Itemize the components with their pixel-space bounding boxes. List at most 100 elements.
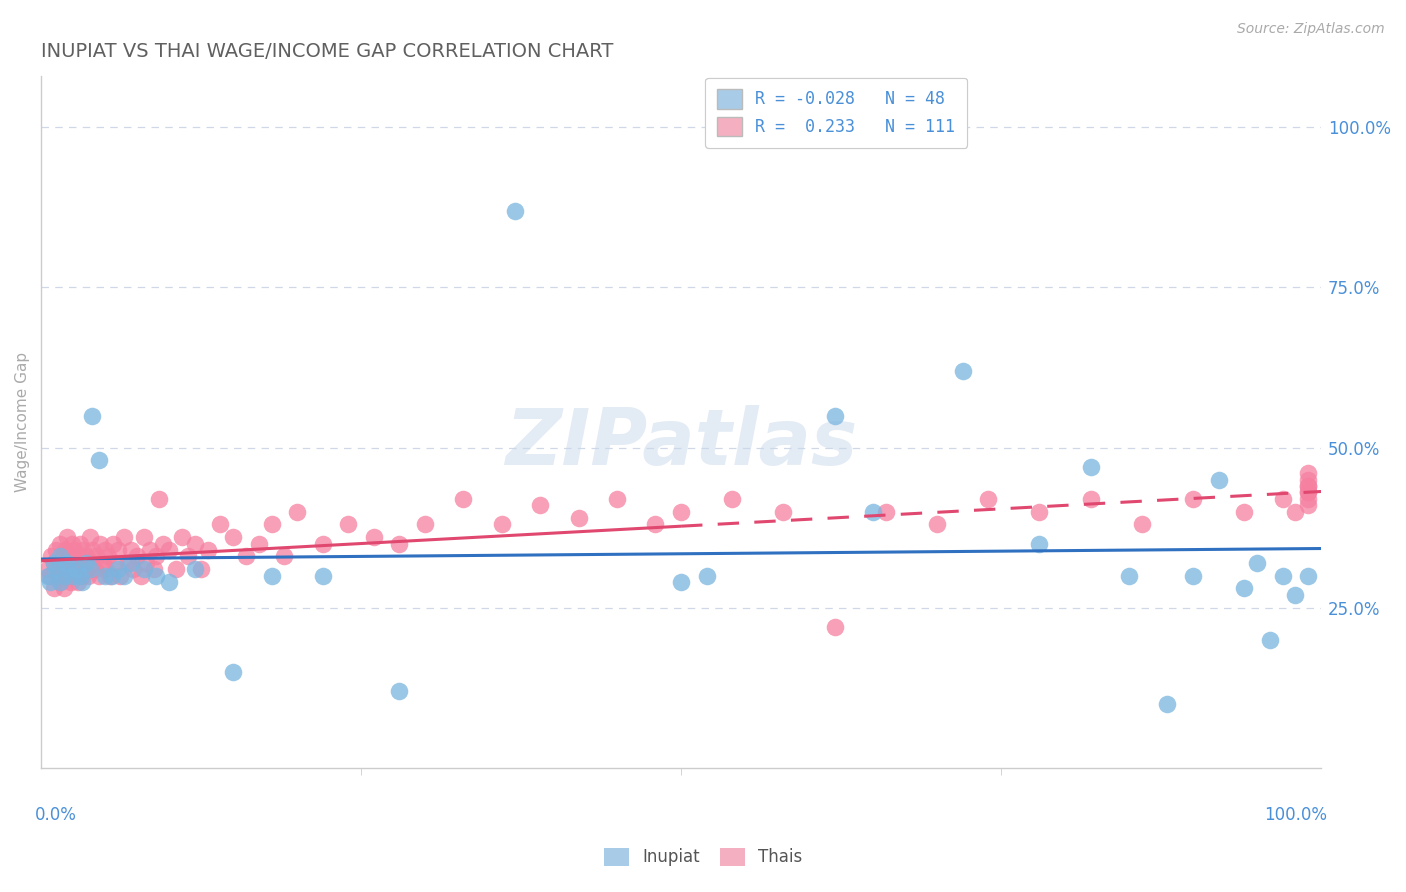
Point [824,620,846,634]
Point [1233,582,1256,596]
Point [55,530,77,544]
Point [1284,588,1306,602]
Point [107,543,129,558]
Point [190,562,212,576]
Point [77,568,100,582]
Point [529,498,551,512]
Point [1296,479,1319,493]
Point [94,568,117,582]
Point [1271,491,1294,506]
Point [55,568,77,582]
Point [67,574,90,589]
Point [183,562,205,576]
Point [66,562,89,576]
Point [49,556,72,570]
Point [39,574,62,589]
Point [70,568,93,582]
Point [46,568,69,582]
Point [209,517,232,532]
Point [75,556,97,570]
Point [260,517,283,532]
Point [49,574,72,589]
Point [1080,459,1102,474]
Text: Source: ZipAtlas.com: Source: ZipAtlas.com [1237,22,1385,37]
Point [70,574,93,589]
Point [388,684,411,698]
Point [312,568,335,582]
Point [60,536,83,550]
Point [157,543,180,558]
Point [87,568,110,582]
Point [120,556,142,570]
Point [39,568,62,582]
Text: ZIPatlas: ZIPatlas [505,405,858,481]
Point [413,517,436,532]
Point [100,568,122,582]
Point [49,536,72,550]
Point [42,556,65,570]
Point [87,453,110,467]
Point [148,491,170,506]
Point [1296,485,1319,500]
Point [337,517,360,532]
Point [862,505,884,519]
Point [1296,485,1319,500]
Point [45,562,67,576]
Point [145,549,167,564]
Y-axis label: Wage/Income Gap: Wage/Income Gap [15,351,30,492]
Point [84,549,107,564]
Point [1296,491,1319,506]
Point [247,536,270,550]
Point [977,491,1000,506]
Point [65,562,87,576]
Point [112,568,135,582]
Point [696,568,718,582]
Point [66,549,89,564]
Point [1182,568,1205,582]
Point [925,517,948,532]
Point [58,562,80,576]
Point [669,574,692,589]
Point [51,562,73,576]
Point [1182,491,1205,506]
Point [83,562,105,576]
Point [1233,505,1256,519]
Point [197,543,219,558]
Point [1296,466,1319,480]
Point [82,543,104,558]
Point [104,556,127,570]
Point [772,505,794,519]
Text: 0.0%: 0.0% [35,805,76,823]
Point [97,549,120,564]
Point [273,549,295,564]
Point [145,568,167,582]
Point [55,556,77,570]
Point [42,582,65,596]
Point [135,556,157,570]
Point [1156,697,1178,711]
Point [63,543,86,558]
Point [1296,473,1319,487]
Point [55,556,77,570]
Point [1080,491,1102,506]
Point [58,549,80,564]
Point [94,543,117,558]
Point [37,562,59,576]
Point [42,556,65,570]
Point [222,665,245,679]
Point [157,574,180,589]
Text: 100.0%: 100.0% [1264,805,1327,823]
Point [53,582,76,596]
Point [177,549,200,564]
Point [312,536,335,550]
Point [89,536,111,550]
Point [1284,505,1306,519]
Point [568,511,591,525]
Point [644,517,666,532]
Point [183,536,205,550]
Point [98,568,121,582]
Point [1246,556,1268,570]
Point [222,530,245,544]
Point [165,562,187,576]
Point [363,530,385,544]
